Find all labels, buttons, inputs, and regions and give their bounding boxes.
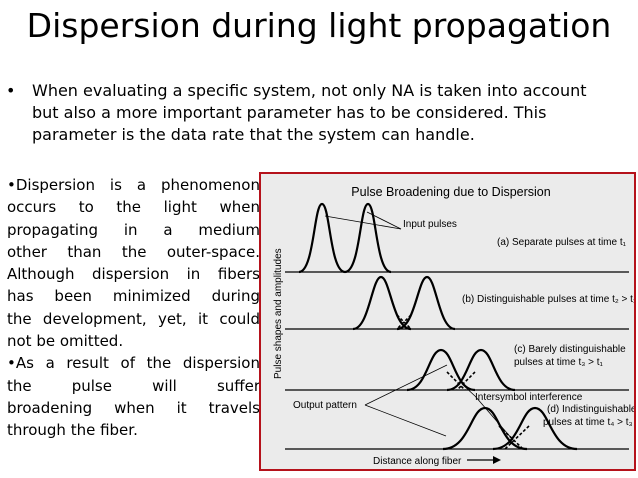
overlap-d: [498, 425, 530, 450]
pulse-broadening-diagram: Pulse Broadening due to Dispersion Pulse…: [273, 185, 634, 467]
side-line: broadening when it travels: [7, 398, 260, 417]
intro-line: parameter is the data rate that the syst…: [32, 125, 475, 144]
overlap-c: [446, 371, 476, 391]
input-pulse-1: [298, 202, 346, 274]
pulse-b-1: [352, 275, 412, 331]
side-line: occurs to the light when: [7, 198, 260, 217]
input-pointer-1: [366, 211, 402, 230]
isi-label: Intersymbol interference: [475, 392, 583, 403]
label-c-line1: (c) Barely distinguishable: [514, 344, 626, 355]
side-line: •Dispersion is a phenomenon: [7, 176, 260, 194]
label-a: (a) Separate pulses at time t₁: [497, 237, 627, 248]
side-line: propagating in a medium: [7, 220, 260, 239]
label-d-line2: pulses at time t₄ > t₃: [543, 417, 633, 428]
pulse-c-1: [406, 348, 476, 392]
side-line: has been minimized during: [7, 287, 260, 306]
side-line: other than the outer-space.: [7, 242, 260, 261]
side-line: the development, yet, it could: [7, 309, 260, 328]
label-c-line2: pulses at time t₃ > t₁: [514, 357, 603, 368]
intro-line: When evaluating a specific system, not o…: [32, 81, 587, 100]
pulse-b-2: [396, 275, 456, 331]
label-b: (b) Distinguishable pulses at time t₂ > …: [462, 294, 634, 305]
input-pulse-2: [344, 202, 392, 274]
side-line: •As a result of the dispersion: [7, 354, 260, 373]
side-line: through the fiber.: [7, 421, 138, 440]
arrowhead-icon: [493, 456, 501, 464]
pulse-d-2: [492, 406, 578, 451]
output-pointer-1: [364, 364, 448, 406]
slide-title: Dispersion during light propagation: [26, 6, 612, 45]
figure-title: Pulse Broadening due to Dispersion: [351, 185, 550, 199]
side-line: Although dispersion in fibers: [7, 265, 260, 284]
intro-line: but also a more important parameter has …: [32, 103, 547, 122]
input-pointer-2: [324, 215, 402, 230]
label-d-line1: (d) Indistinguishable: [547, 404, 634, 415]
intro-bullet-text: When evaluating a specific system, not o…: [32, 80, 628, 146]
pulse-d-1: [442, 406, 528, 451]
y-axis-label: Pulse shapes and amplitudes: [273, 248, 284, 379]
dispersion-text: •Dispersion is a phenomenon occurs to th…: [7, 174, 260, 442]
pulse-broadening-figure: Pulse Broadening due to Dispersion Pulse…: [259, 172, 636, 471]
output-pattern-label: Output pattern: [293, 400, 357, 411]
pulse-c-2: [446, 348, 516, 392]
side-line: the pulse will suffer: [7, 376, 260, 395]
side-line: not be omitted.: [7, 332, 124, 351]
bullet-marker: •: [6, 81, 16, 100]
isi-pointer-1: [462, 384, 476, 397]
overlap-b: [396, 314, 412, 330]
input-pulses-label: Input pulses: [403, 219, 457, 230]
x-axis-label: Distance along fiber: [373, 456, 462, 467]
output-pointer-2: [364, 404, 447, 437]
